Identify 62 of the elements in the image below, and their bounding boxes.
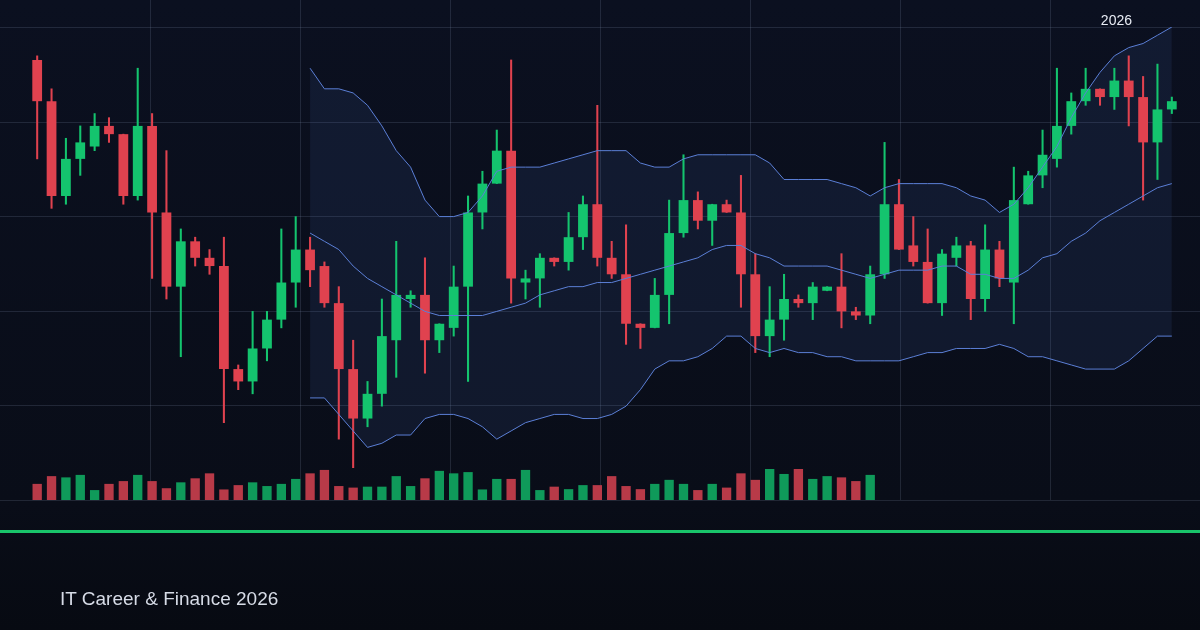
bar [549, 486, 559, 500]
bar [104, 483, 114, 500]
bar [463, 472, 473, 500]
bar [721, 487, 732, 500]
bar [477, 489, 488, 500]
text: IT Career & Finance 2026 [60, 588, 279, 610]
bar [520, 469, 531, 500]
bar [75, 474, 85, 500]
bar [592, 485, 602, 500]
bar [750, 479, 760, 500]
bar [707, 483, 717, 500]
bar [391, 476, 401, 500]
bar [779, 473, 789, 500]
bar [319, 469, 330, 500]
bar [693, 490, 703, 500]
bar [578, 485, 588, 500]
bar [61, 477, 71, 500]
bar [233, 485, 243, 500]
bar [362, 486, 373, 500]
bar [650, 483, 660, 500]
bar [808, 478, 818, 500]
bar [32, 483, 42, 500]
bar [204, 473, 215, 500]
bar [219, 489, 229, 500]
bar [133, 474, 143, 500]
bar [765, 469, 775, 500]
bar [420, 478, 430, 500]
bar [563, 489, 574, 500]
bar [334, 486, 344, 500]
bar [535, 490, 545, 500]
bar [851, 481, 861, 500]
text: 2026 [1100, 12, 1132, 28]
bar [621, 486, 631, 500]
bar [46, 476, 57, 500]
bar [607, 476, 617, 500]
bar [247, 482, 258, 500]
bar [449, 473, 459, 500]
bar [836, 477, 847, 500]
bar [736, 473, 746, 500]
bar [635, 489, 646, 500]
bar [305, 473, 315, 500]
bar [793, 469, 804, 500]
bar [405, 486, 416, 500]
bar [276, 483, 287, 500]
bar [377, 486, 387, 500]
bar [262, 486, 272, 500]
bar [506, 478, 516, 500]
bar [118, 481, 129, 500]
bar [291, 478, 301, 500]
bar [176, 482, 186, 500]
bar [865, 474, 875, 500]
bar [822, 476, 832, 500]
bar [190, 478, 200, 500]
bar [434, 470, 444, 500]
bar [348, 487, 358, 500]
bar [161, 488, 172, 500]
bar [664, 479, 674, 500]
candlestick [520, 269, 531, 300]
bar [89, 490, 100, 500]
bar [492, 478, 502, 500]
bar [678, 483, 689, 500]
bar [147, 481, 157, 500]
